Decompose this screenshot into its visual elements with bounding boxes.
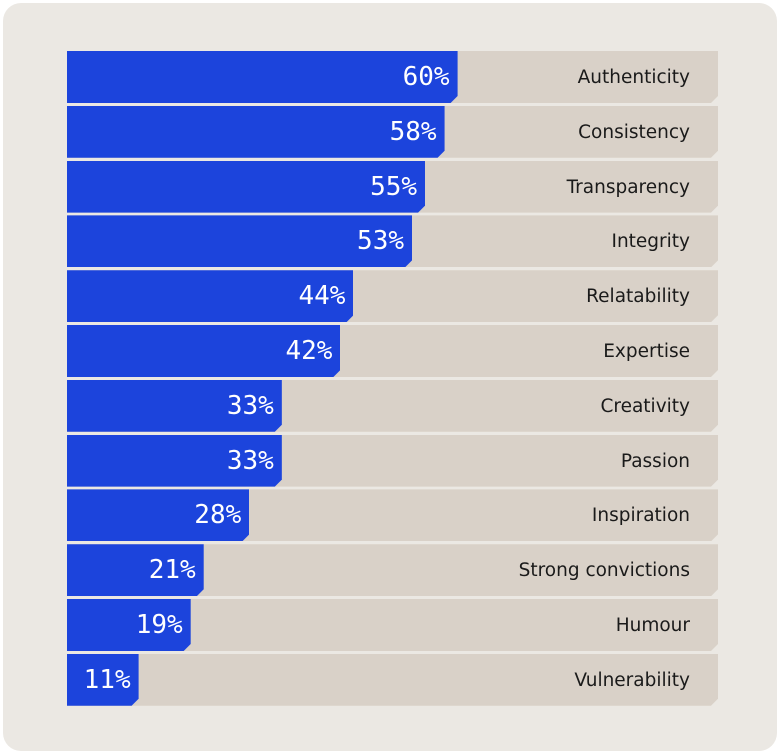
bar-row: 33% Passion xyxy=(67,435,718,487)
category-label: Transparency xyxy=(566,176,690,198)
bar xyxy=(67,270,353,322)
bar xyxy=(67,325,340,377)
bar xyxy=(67,51,458,103)
bar xyxy=(67,544,204,596)
bar xyxy=(67,654,139,706)
category-label: Inspiration xyxy=(591,505,690,527)
bar-row: 60% Authenticity xyxy=(67,51,718,103)
data-label: 28% xyxy=(194,500,242,531)
bar xyxy=(67,489,249,541)
bar xyxy=(67,215,412,267)
category-label: Relatability xyxy=(586,286,690,308)
bar-row: 21% Strong convictions xyxy=(67,544,718,596)
chart-card: 60% Authenticity 58% Consistency 55% Transpar… xyxy=(3,3,777,751)
data-label: 60% xyxy=(402,62,450,92)
bar-row: 11% Vulnerability xyxy=(67,654,718,706)
bar-row: 58% Consistency xyxy=(67,106,718,158)
category-label: Strong convictions xyxy=(518,560,690,582)
category-label: Expertise xyxy=(603,341,690,362)
category-label: Vulnerability xyxy=(574,669,690,691)
bar xyxy=(67,435,282,487)
bar-row: 42% Expertise xyxy=(67,325,718,377)
category-label: Consistency xyxy=(578,121,690,143)
bar-row: 28% Inspiration xyxy=(67,489,718,541)
data-label: 44% xyxy=(298,281,346,312)
data-label: 55% xyxy=(370,171,418,202)
data-label: 11% xyxy=(83,664,131,695)
data-label: 19% xyxy=(135,610,183,640)
data-label: 53% xyxy=(357,226,405,257)
bar xyxy=(67,106,445,158)
bar-row: 53% Integrity xyxy=(67,215,718,267)
bar xyxy=(67,380,282,432)
data-label: 33% xyxy=(226,445,274,476)
bar-row: 19% Humour xyxy=(67,599,718,651)
data-label: 42% xyxy=(285,336,333,366)
category-label: Creativity xyxy=(600,395,690,417)
bar-row: 44% Relatability xyxy=(67,270,718,322)
category-label: Humour xyxy=(615,615,690,636)
bar-row: 55% Transparency xyxy=(67,161,718,213)
category-label: Authenticity xyxy=(577,67,690,88)
data-label: 21% xyxy=(148,555,196,586)
bar-row: 33% Creativity xyxy=(67,380,718,432)
data-label: 33% xyxy=(226,390,274,421)
bar xyxy=(67,599,191,651)
category-label: Passion xyxy=(620,450,690,472)
bar xyxy=(67,161,425,213)
data-label: 58% xyxy=(389,116,437,147)
bar-track xyxy=(67,654,718,706)
category-label: Integrity xyxy=(611,231,690,253)
